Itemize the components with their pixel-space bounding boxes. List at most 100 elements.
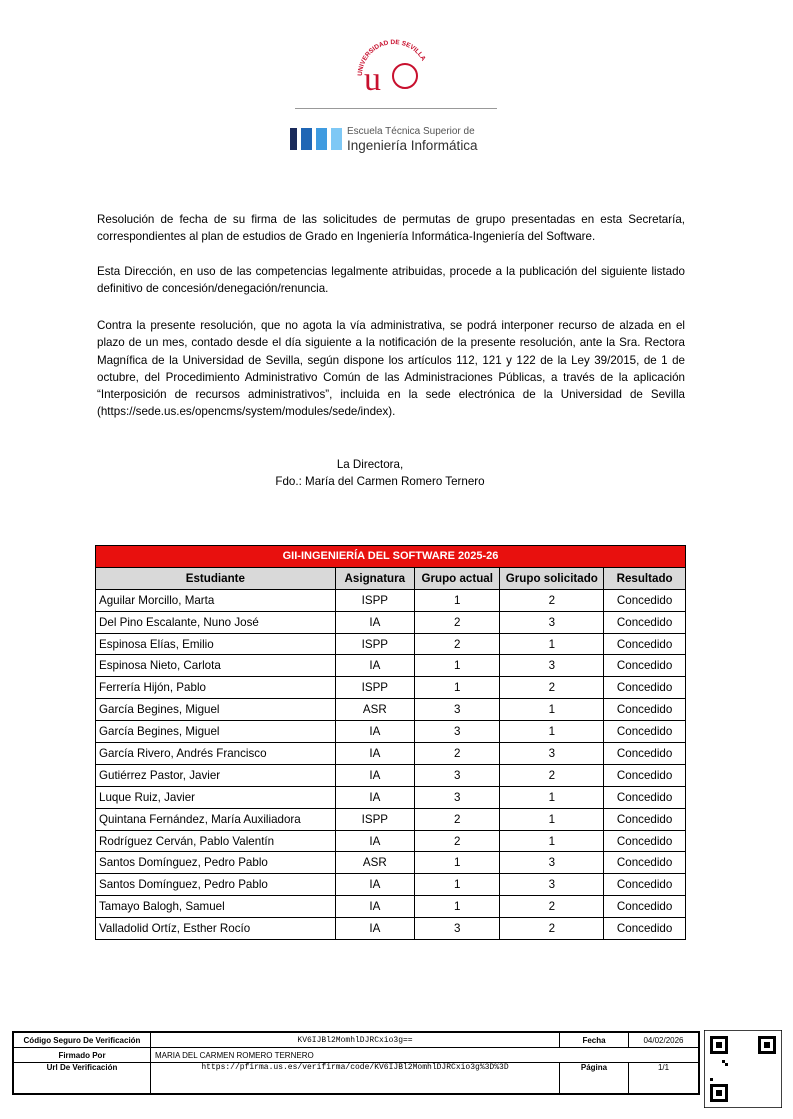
table-cell: 2 [413,829,501,853]
table-cell: Ferrería Hijón, Pablo [95,676,336,700]
table-cell: 3 [499,742,605,765]
table-cell: Concedido [603,763,686,787]
table: GII-INGENIERÍA DEL SOFTWARE 2025-26 Estu… [95,545,686,941]
table-row: Ferrería Hijón, Pablo ISPP 1 2 Concedido [95,676,686,700]
table-cell: IA [334,895,415,919]
paragraph: Esta Dirección, en uso de las competenci… [97,265,685,296]
footer-value: https://pfirma.us.es/verifirma/code/KV6I… [150,1062,560,1095]
logo-block [290,128,297,150]
table-cell: Aguilar Morcillo, Marta [95,588,336,612]
table-cell: 3 [413,763,501,787]
table-cell: Concedido [603,895,686,919]
table-cell: 2 [499,676,605,700]
table-cell: Santos Domínguez, Pedro Pablo [95,851,336,875]
table-cell: Concedido [603,785,686,809]
table-cell: 2 [413,610,501,634]
school-line: Escuela Técnica Superior de [347,126,475,137]
logo-mark: u [364,61,381,98]
qr-module [716,1042,722,1048]
table-cell: García Begines, Miguel [95,698,336,722]
table-cell: 3 [413,720,501,744]
table-row: Santos Domínguez, Pedro Pablo ASR 1 3 Conced… [95,851,686,875]
table-cell: Concedido [603,873,686,897]
table-cell: 1 [413,588,501,612]
table-cell: Concedido [603,917,686,941]
table-cell: Santos Domínguez, Pedro Pablo [95,873,336,897]
table-row: García Rivero, Andrés Francisco IA 2 3 Conce… [95,742,686,765]
table-cell: 3 [499,873,605,897]
table-cell: Concedido [603,851,686,875]
table-cell: 2 [499,917,605,941]
table-cell: ISPP [334,676,415,700]
table-cell: ASR [334,851,415,875]
table-cell: ISPP [334,807,415,831]
table-cell: IA [334,829,415,853]
qr-module [722,1060,725,1063]
table-cell: IA [334,785,415,809]
logo-emblem [392,63,418,89]
table-cell: IA [334,742,415,765]
table-cell: ISPP [334,632,415,656]
table-cell: 2 [499,588,605,612]
table-cell: 1 [413,676,501,700]
table-cell: Gutiérrez Pastor, Javier [95,763,336,787]
table-cell: IA [334,917,415,941]
table-row: Quintana Fernández, María Auxiliadora ISP… [95,807,686,831]
footer-value: KV6IJBl2MomhlDJRCxio3g== [150,1031,560,1048]
logo-block [316,128,327,150]
table-cell: 3 [499,851,605,875]
qr-module [764,1042,770,1048]
table-cell: Quintana Fernández, María Auxiliadora [95,807,336,831]
table-cell: 1 [413,895,501,919]
table-cell: IA [334,720,415,744]
university-logo: UNIVERSIDAD DE SEVILLA u [357,39,427,98]
table-cell: Del Pino Escalante, Nuno José [95,610,336,634]
table-cell: Espinosa Elías, Emilio [95,632,336,656]
table-cell: 2 [413,742,501,765]
paragraph: Contra la presente resolución, que no ag… [97,319,685,419]
column-header: Grupo actual [413,566,501,590]
school-line: Ingeniería Informática [347,138,478,153]
separator [295,108,497,109]
table-cell: Luque Ruiz, Javier [95,785,336,809]
footer-box: Código Seguro De Verificación KV6IJBl2Mom… [12,1031,700,1095]
table-title: GII-INGENIERÍA DEL SOFTWARE 2025-26 [95,545,686,568]
table-row: Luque Ruiz, Javier IA 3 1 Concedido [95,785,686,809]
table-cell: 1 [499,785,605,809]
table-cell: Rodríguez Cerván, Pablo Valentín [95,829,336,853]
footer-label: Página [559,1062,629,1095]
table-cell: 1 [413,873,501,897]
table-row: Espinosa Nieto, Carlota IA 1 3 Concedido [95,654,686,678]
table-row: Aguilar Morcillo, Marta ISPP 1 2 Concedido [95,588,686,612]
column-header: Resultado [603,566,686,590]
signature-role: La Directora, [336,458,404,471]
header-row: Estudiante Asignatura Grupo actual Grupo so… [95,566,686,590]
footer-label: Fecha [559,1031,629,1048]
column-header: Grupo solicitado [499,566,605,590]
logo-block [331,128,342,150]
table-row: Santos Domínguez, Pedro Pablo IA 1 3 Concedi… [95,873,686,897]
table-row: Valladolid Ortíz, Esther Rocío IA 3 2 Conced… [95,917,686,941]
table-cell: 1 [499,720,605,744]
table-row: Tamayo Balogh, Samuel IA 1 2 Concedido [95,895,686,919]
table-cell: 3 [413,698,501,722]
logo-block [301,128,312,150]
table-cell: Concedido [603,698,686,722]
table-cell: 2 [413,807,501,831]
footer-value: 04/02/2026 [628,1031,700,1048]
qr-module [725,1063,728,1066]
table-cell: Concedido [603,676,686,700]
table-cell: 2 [499,763,605,787]
table-cell: Concedido [603,610,686,634]
column-header: Estudiante [95,566,336,590]
table-cell: ASR [334,698,415,722]
table-cell: Concedido [603,807,686,831]
table-cell: 1 [499,829,605,853]
table-cell: 3 [413,917,501,941]
table-cell: Concedido [603,632,686,656]
footer-label: Url De Verificación [12,1062,151,1095]
table-cell: 1 [499,807,605,831]
table-row: Espinosa Elías, Emilio ISPP 2 1 Concedido [95,632,686,656]
table-cell: 1 [499,698,605,722]
table-row: García Begines, Miguel IA 3 1 Concedido [95,720,686,744]
